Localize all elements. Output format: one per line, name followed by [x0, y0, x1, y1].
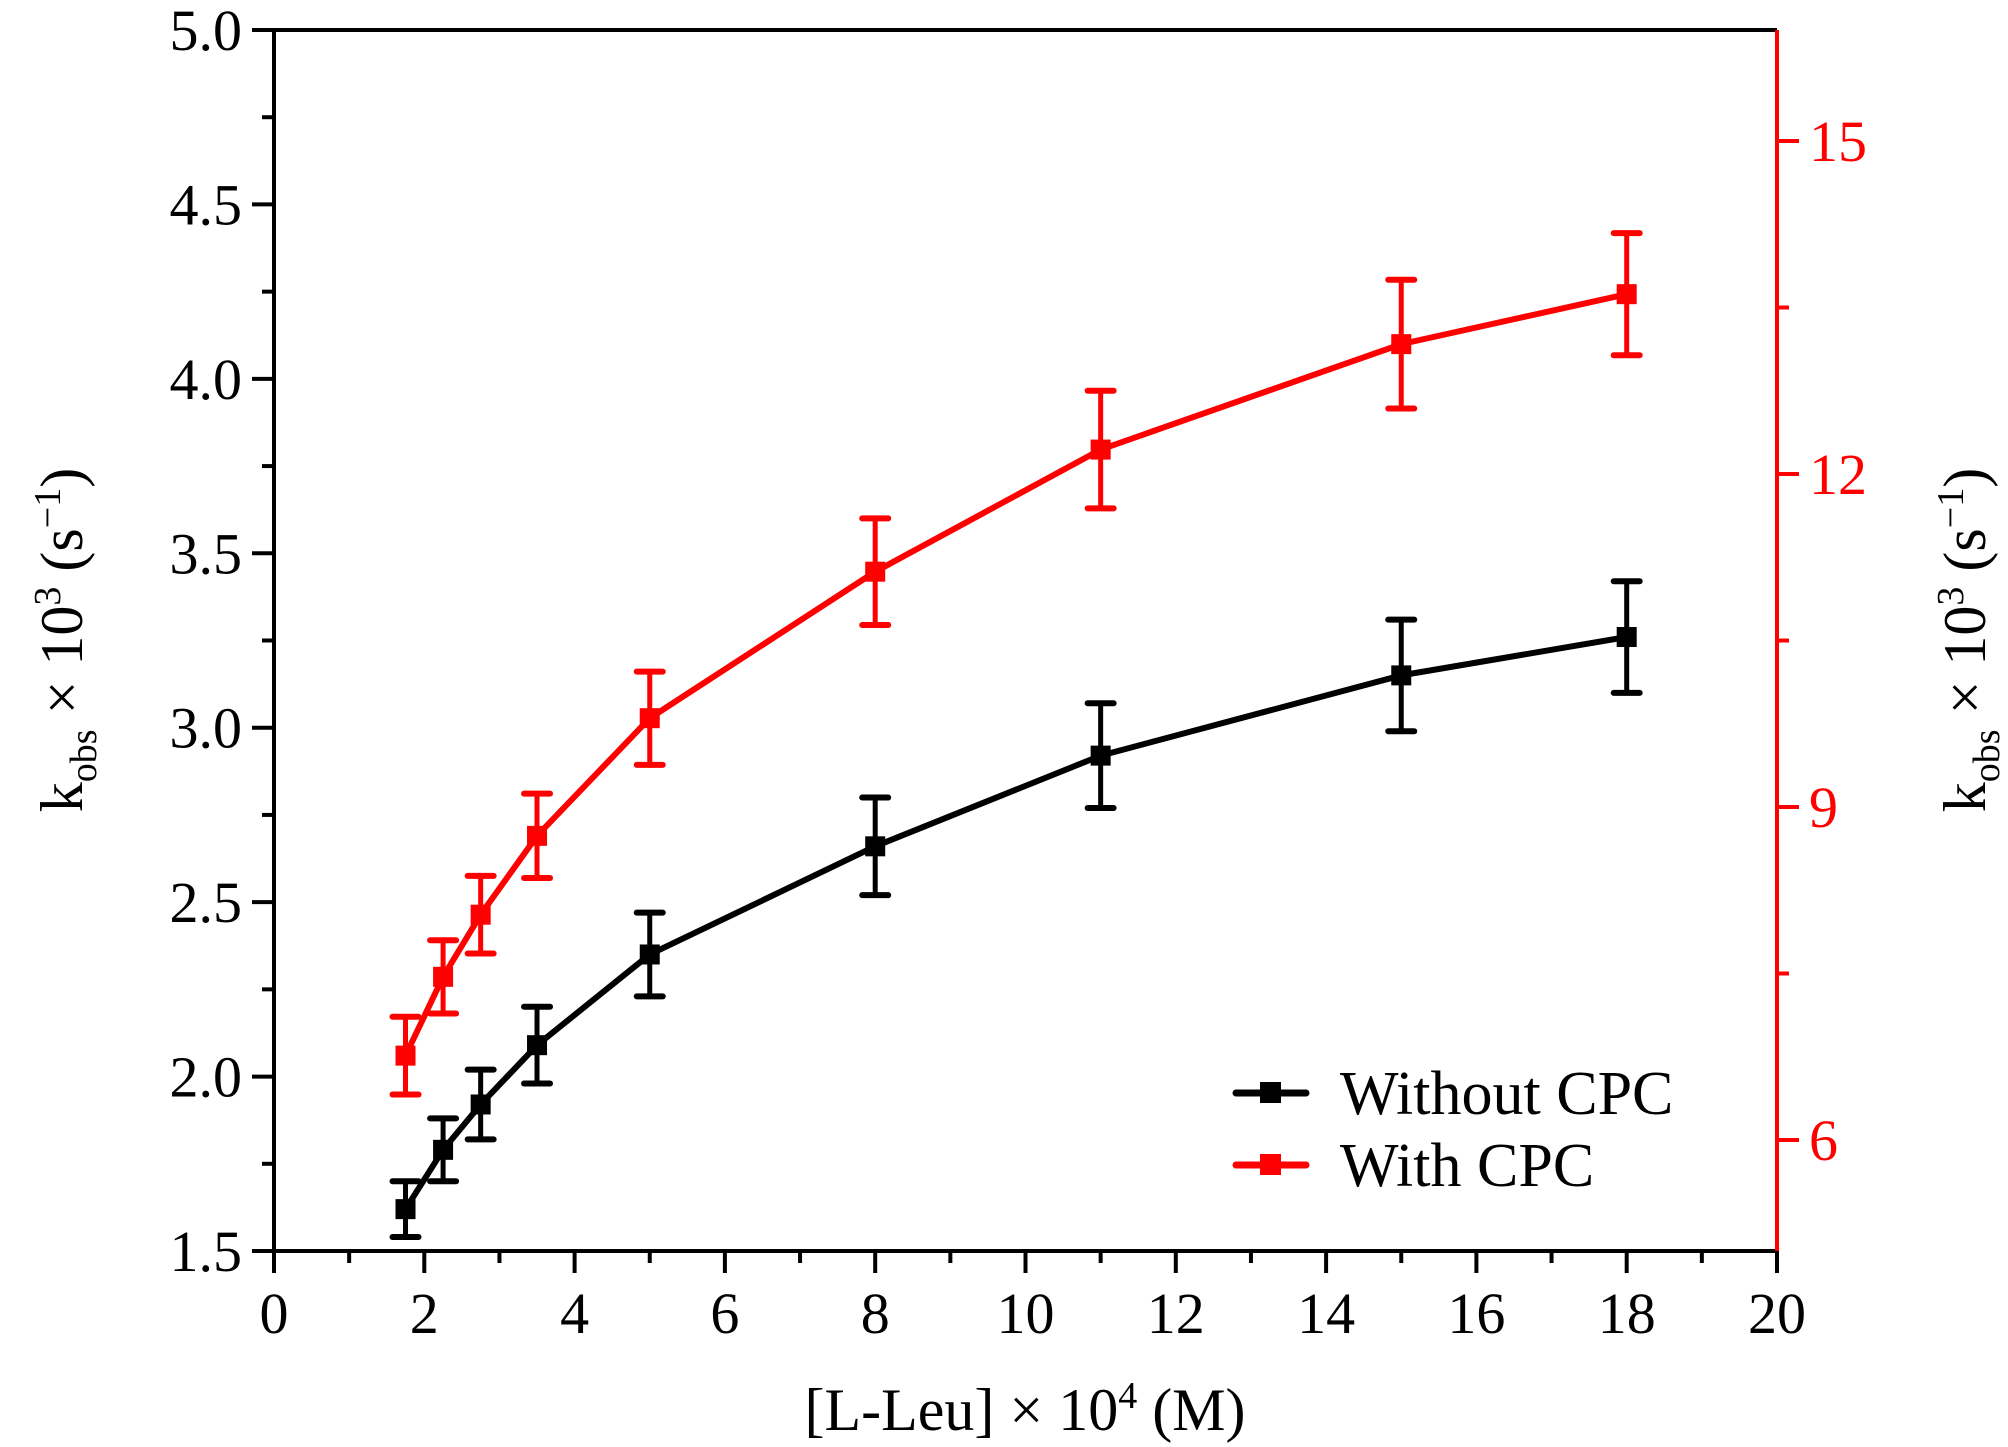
x-tick-label: 0: [260, 1281, 289, 1346]
series-layer: [389, 230, 1643, 1241]
data-point: [470, 904, 491, 925]
data-point: [433, 966, 454, 987]
x-tick-label: 4: [560, 1281, 589, 1346]
x-axis-title: [L-Leu] × 104 (M): [804, 1375, 1245, 1443]
legend-item-without-cpc: Without CPC: [1232, 1060, 1673, 1128]
y-axis-right-ticks: 6 9 12 15: [1777, 109, 1867, 1173]
data-point: [1090, 745, 1111, 766]
y-left-tick-label: 5.0: [170, 0, 243, 63]
data-point: [395, 1045, 416, 1066]
y-left-tick-label: 3.0: [170, 696, 243, 761]
data-point: [639, 708, 660, 729]
y-right-tick-label: 6: [1809, 1108, 1838, 1173]
y-left-tick-label: 2.0: [170, 1045, 243, 1110]
y-left-tick-label: 1.5: [170, 1219, 243, 1284]
data-point: [527, 825, 548, 846]
legend-item-with-cpc: With CPC: [1232, 1132, 1594, 1200]
data-point: [1391, 334, 1412, 355]
x-tick-label: 14: [1297, 1281, 1355, 1346]
x-tick-label: 2: [410, 1281, 439, 1346]
y-left-tick-label: 4.0: [170, 347, 243, 412]
data-point: [1616, 627, 1637, 648]
data-point: [1616, 284, 1637, 305]
data-point: [527, 1035, 548, 1056]
series-with-cpc: [389, 230, 1643, 1098]
data-point: [470, 1094, 491, 1115]
y-left-tick-label: 3.5: [170, 521, 243, 586]
y-axis-left-title: kobs × 103 (s−1): [27, 468, 105, 812]
x-tick-label: 8: [861, 1281, 890, 1346]
legend-label-with-cpc: With CPC: [1340, 1132, 1594, 1200]
y-axis-right-title: kobs × 103 (s−1): [1930, 468, 2008, 812]
y-left-tick-label: 4.5: [170, 172, 243, 237]
legend-marker-with-cpc: [1260, 1154, 1281, 1175]
y-right-tick-label: 12: [1809, 442, 1867, 507]
x-tick-label: 20: [1748, 1281, 1806, 1346]
data-point: [865, 561, 886, 582]
legend-marker-without-cpc: [1260, 1082, 1281, 1103]
data-point: [395, 1199, 416, 1220]
x-tick-label: 16: [1447, 1281, 1505, 1346]
y-right-tick-label: 9: [1809, 775, 1838, 840]
x-axis-ticks: 0 2 4 6 8 10 12 14 16 18 20: [260, 1251, 1806, 1346]
data-point: [639, 944, 660, 965]
legend-label-without-cpc: Without CPC: [1340, 1060, 1673, 1128]
data-point: [433, 1139, 454, 1160]
legend: Without CPC With CPC: [1232, 1060, 1673, 1200]
y-left-tick-label: 2.5: [170, 870, 243, 935]
data-point: [865, 836, 886, 857]
data-point: [1090, 439, 1111, 460]
x-tick-label: 12: [1147, 1281, 1205, 1346]
x-tick-label: 6: [710, 1281, 739, 1346]
y-axis-left-ticks: 1.5 2.0 2.5 3.0 3.5 4.0 4.5 5.0: [170, 0, 274, 1284]
data-point: [1391, 665, 1412, 686]
series-without-cpc: [389, 578, 1643, 1241]
x-tick-label: 18: [1598, 1281, 1656, 1346]
y-right-tick-label: 15: [1809, 109, 1867, 174]
series-line: [402, 291, 1628, 1057]
x-tick-label: 10: [997, 1281, 1055, 1346]
